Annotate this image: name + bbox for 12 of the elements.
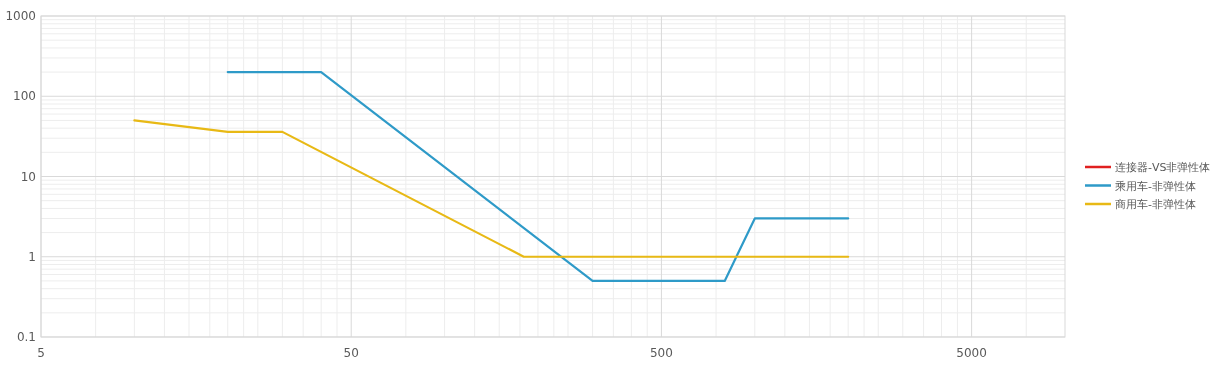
x-tick-label: 50 [343,346,359,360]
legend-label: 商用车-非弹性体 [1115,198,1196,211]
y-tick-label: 100 [13,89,36,104]
y-tick-label: 1 [28,249,36,264]
y-tick-label: 1000 [5,9,36,23]
x-tick-label: 500 [649,346,673,360]
legend-label: 乘用车-非弹性体 [1115,179,1196,193]
y-tick-label: 10 [20,169,36,184]
x-tick-label: 5000 [956,346,987,360]
x-tick-label: 5 [37,346,45,360]
y-tick-label: 0.1 [16,330,36,344]
legend-label: 连接器-VS非弹性体 [1115,161,1211,174]
